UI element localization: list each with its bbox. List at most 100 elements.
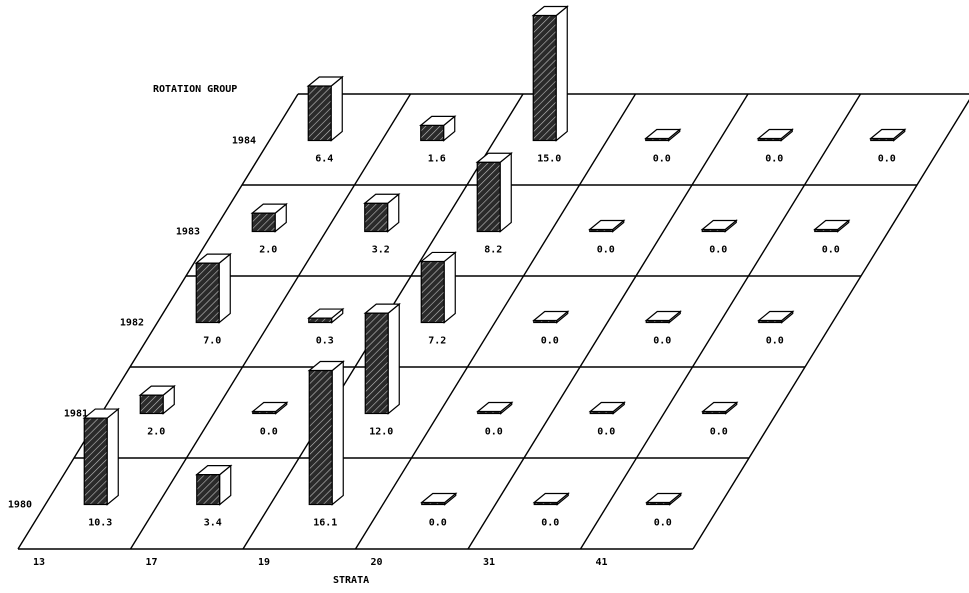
bar-side [555, 5, 568, 142]
bar-top [363, 193, 401, 204]
bar-top [644, 128, 682, 140]
bar-top [700, 219, 738, 231]
bar-cell: 0.0 [420, 492, 458, 529]
bar-side [331, 360, 344, 506]
bar-cell: 0.0 [532, 310, 570, 347]
bar-cell: 0.0 [588, 401, 626, 438]
bar-cell: 1.6 [419, 115, 457, 165]
bar-top [194, 253, 232, 264]
bar-top [701, 401, 739, 413]
bar-cell: 0.0 [476, 401, 514, 438]
bar-cell: 8.2 [475, 151, 513, 256]
bar-top [475, 152, 513, 163]
bar-top [644, 310, 682, 322]
bar-cell: 3.4 [195, 464, 233, 529]
bar-top [531, 5, 569, 17]
bar-value-label: 0.0 [765, 154, 783, 165]
bar-cell: 0.0 [532, 492, 570, 529]
bar-front [476, 161, 501, 233]
bar-front [364, 312, 389, 415]
bar-top [532, 310, 570, 322]
bar-front [364, 202, 389, 233]
bar-value-label: 0.3 [316, 336, 334, 347]
rotation-group-tick-label: 1983 [176, 227, 200, 238]
bar-value-label: 0.0 [653, 154, 671, 165]
bar-top [532, 492, 570, 504]
bar-cell: 12.0 [363, 302, 401, 438]
bar-side [499, 151, 512, 233]
bar-value-label: 0.0 [597, 427, 615, 438]
bar-value-label: 15.0 [537, 154, 561, 165]
bar-top [307, 360, 345, 372]
bar-cell: 7.2 [419, 251, 457, 347]
bar-top [195, 465, 233, 476]
bar-value-label: 0.0 [597, 245, 615, 256]
bar-top [138, 385, 176, 396]
strata-tick-label: 31 [483, 557, 495, 568]
bar-value-label: 6.4 [315, 154, 333, 165]
bar-value-label: 10.3 [88, 518, 112, 529]
bar-top [645, 492, 683, 504]
bar-top [306, 76, 344, 87]
bar-top [869, 128, 907, 140]
bar-front [307, 85, 332, 142]
rotation-group-tick-labels: 1980 1981 1982 1983 1984 [8, 136, 256, 511]
bar-front [83, 417, 108, 506]
bar-cell: 0.0 [251, 401, 289, 438]
bar-top [757, 310, 795, 322]
grid-cells: 6.4 1.6 15.0 0.0 0.0 0.0 2.0 3.2 8.2 0.0 0.0 0.0 7.0… [82, 5, 907, 529]
strata-tick-label: 19 [258, 557, 270, 568]
bar-cell: 0.0 [813, 219, 851, 256]
grid-col-line [129, 93, 412, 550]
bar-value-label: 3.2 [372, 245, 390, 256]
bar-top [363, 303, 401, 314]
grid-col-line [579, 93, 862, 550]
bar-cell: 10.3 [82, 407, 120, 529]
bar-value-label: 7.2 [428, 336, 446, 347]
bar-top [420, 492, 458, 504]
bar-front [420, 124, 445, 142]
bar-cell: 0.0 [756, 128, 794, 165]
strata-tick-label: 17 [146, 557, 158, 568]
bar-front [308, 369, 333, 506]
bar-front [139, 394, 164, 415]
strata-tick-label: 20 [371, 557, 383, 568]
bar-cell: 0.3 [307, 307, 345, 347]
bar-top [250, 203, 288, 214]
bar-value-label: 0.0 [878, 154, 896, 165]
bar-cell: 0.0 [701, 401, 739, 438]
bar-front [420, 260, 445, 324]
bar-value-label: 12.0 [369, 427, 393, 438]
bar-front [196, 474, 221, 506]
bar-top [813, 219, 851, 231]
bar-front [195, 262, 220, 324]
bar-value-label: 0.0 [766, 336, 784, 347]
bar-top [307, 308, 345, 319]
strata-tick-label: 41 [596, 557, 608, 568]
bar-value-label: 0.0 [541, 336, 559, 347]
bar-cell: 0.0 [757, 310, 795, 347]
x-axis-title: STRATA [333, 575, 369, 586]
bar-value-label: 3.4 [204, 518, 222, 529]
grid-col-line [692, 99, 969, 550]
grid-col-line [17, 93, 299, 550]
bar-cell: 16.1 [307, 360, 345, 529]
floor-grid [17, 93, 969, 550]
bar-value-label: 2.0 [259, 245, 277, 256]
bar-cell: 0.0 [869, 128, 907, 165]
bar-value-label: 0.0 [654, 518, 672, 529]
bar-front [251, 212, 276, 233]
bar-side [443, 251, 456, 324]
bar-value-label: 0.0 [653, 336, 671, 347]
bar-side [106, 407, 119, 506]
rotation-group-tick-label: 1981 [64, 409, 88, 420]
bar-top [251, 401, 289, 413]
bar-value-label: 8.2 [484, 245, 502, 256]
bar-cell: 0.0 [644, 128, 682, 165]
bar-cell: 7.0 [194, 252, 232, 347]
bar-top [588, 401, 626, 413]
bar-cell: 6.4 [306, 75, 344, 165]
bar-cell: 2.0 [138, 384, 176, 438]
bar-cell: 0.0 [645, 492, 683, 529]
